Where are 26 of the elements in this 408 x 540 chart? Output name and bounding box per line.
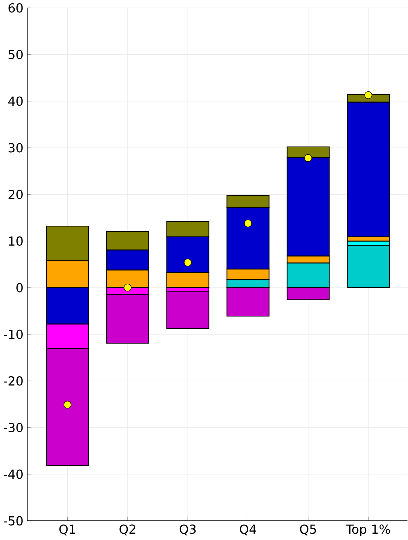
bar (166, 292, 210, 330)
y-tick-label: 40 (8, 96, 23, 106)
x-tick-label: Q3 (180, 524, 196, 536)
y-tick-label: 0 (16, 283, 23, 293)
y-tick-label: 50 (8, 50, 23, 60)
point (304, 154, 312, 162)
y-tick-label: 30 (8, 143, 23, 153)
y-tick-label: -30 (4, 423, 23, 433)
y-tick-label: -40 (4, 470, 23, 480)
y-tick-label: 60 (8, 3, 23, 13)
x-tick-label: Top 1% (346, 524, 390, 537)
y-tick-label: 10 (9, 236, 23, 246)
point (364, 91, 372, 100)
point (64, 401, 72, 409)
y-tick-label: -10 (4, 330, 23, 340)
point (244, 220, 252, 228)
point (124, 284, 132, 292)
x-tick-label: Q5 (300, 524, 316, 536)
y-tick-label: -20 (4, 376, 23, 386)
x-tick-label: Q2 (120, 524, 136, 536)
y-tick-label: -50 (4, 516, 23, 526)
bar (347, 245, 390, 288)
x-tick-label: Q4 (240, 524, 256, 536)
y-tick-label: 20 (8, 190, 23, 200)
x-tick-label: Q1 (60, 524, 76, 536)
point (184, 258, 192, 267)
